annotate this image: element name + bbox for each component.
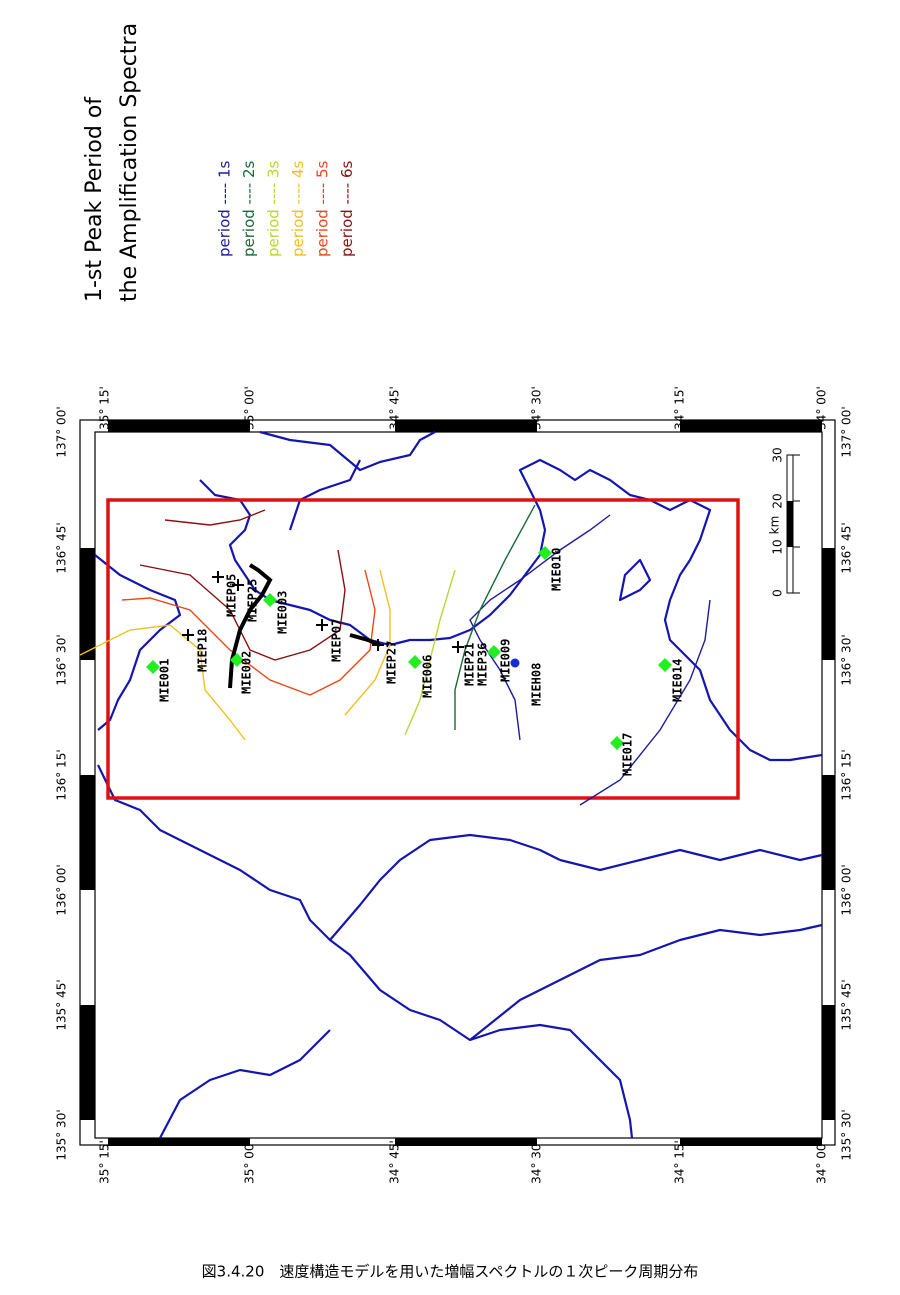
longitude-label: 136° 00' — [55, 864, 69, 915]
station-label: MIE017 — [621, 733, 635, 776]
station-label: MIEP21 — [463, 643, 477, 686]
longitude-label: 135° 45' — [55, 979, 69, 1030]
scale-tick-label: 0 — [771, 589, 785, 597]
station-marker — [212, 571, 224, 583]
legend-entry: period ---- 2s — [240, 160, 258, 257]
latitude-label: 35° 15' — [98, 1140, 112, 1184]
station-label: MIE001 — [158, 659, 172, 702]
scale-tick-label: 20 — [771, 493, 785, 508]
station-label: MIE014 — [671, 659, 685, 702]
title: 1-st Peak Period of — [82, 96, 107, 302]
station-marker — [230, 653, 244, 667]
station-marker — [510, 658, 520, 668]
latitude-label: 34° 00' — [815, 386, 829, 430]
longitude-label: 136° 45' — [840, 522, 854, 573]
longitude-label: 136° 45' — [55, 522, 69, 573]
station-marker — [538, 546, 552, 560]
period-contours — [79, 504, 711, 806]
station-marker — [232, 579, 244, 591]
station-label: MIEP05 — [225, 574, 239, 617]
study-area — [106, 498, 740, 800]
longitude-label: 137° 00' — [840, 406, 854, 457]
longitude-label: 136° 15' — [840, 749, 854, 800]
latitude-label: 34° 30' — [530, 1140, 544, 1184]
station-label: MIEP27 — [385, 641, 399, 684]
station-label: MIE002 — [240, 651, 254, 694]
station-marker — [408, 655, 422, 669]
fault-line — [228, 563, 273, 689]
scale-tick-label: 30 — [771, 447, 785, 462]
longitude-label: 135° 45' — [840, 979, 854, 1030]
legend-entry: period ---- 5s — [314, 160, 332, 257]
fault-line — [349, 633, 381, 647]
station-marker — [452, 641, 464, 653]
station-marker — [610, 736, 624, 750]
latitude-label: 35° 15' — [98, 386, 112, 430]
scale-tick-label: 10 — [771, 539, 785, 554]
station-marker — [487, 645, 501, 659]
scale-bar-segment — [787, 501, 793, 547]
legend-entry: period ---- 1s — [216, 160, 234, 257]
station-marker — [182, 629, 194, 641]
station-marker — [263, 593, 277, 607]
legend-entry: period ---- 4s — [289, 160, 307, 257]
legend-entry: period ---- 6s — [338, 160, 356, 257]
latitude-label: 34° 30' — [530, 386, 544, 430]
longitude-label: 135° 30' — [55, 1109, 69, 1160]
longitude-label: 135° 30' — [840, 1109, 854, 1160]
legend-entry: period ---- 3s — [265, 160, 283, 257]
station-marker — [372, 639, 384, 651]
station-label: MIEP36 — [476, 643, 490, 686]
caption: 図3.4.20 速度構造モデルを用いた増幅スペクトルの１次ピーク周期分布 — [202, 1263, 699, 1281]
title: the Amplification Spectra — [117, 23, 142, 302]
station-label: MIE010 — [550, 548, 564, 591]
station-label: MIEP18 — [196, 629, 210, 672]
scale-unit: km — [768, 516, 782, 535]
station-label: MIEP25 — [246, 579, 260, 622]
frame-checker — [80, 420, 835, 1146]
station-marker — [658, 658, 672, 672]
latitude-label: 35° 00' — [243, 1140, 257, 1184]
station-label: MIE003 — [276, 591, 290, 634]
map-inner-frame — [94, 431, 823, 1139]
latitude-label: 34° 45' — [388, 1140, 402, 1184]
station-marker — [146, 660, 160, 674]
latitude-label: 34° 00' — [815, 1140, 829, 1184]
longitude-label: 136° 00' — [840, 864, 854, 915]
longitude-label: 136° 30' — [840, 634, 854, 685]
station-label: MIEP07 — [330, 619, 344, 662]
station-marker — [316, 619, 328, 631]
station-label: MIE006 — [421, 655, 435, 698]
latitude-label: 35° 00' — [243, 386, 257, 430]
latitude-label: 34° 15' — [673, 386, 687, 430]
longitude-label: 136° 30' — [55, 634, 69, 685]
station-label: MIEH08 — [530, 663, 544, 706]
longitude-label: 136° 15' — [55, 749, 69, 800]
longitude-label: 137° 00' — [55, 406, 69, 457]
latitude-label: 34° 15' — [673, 1140, 687, 1184]
station-label: MIE009 — [499, 639, 513, 682]
latitude-label: 34° 45' — [388, 386, 402, 430]
